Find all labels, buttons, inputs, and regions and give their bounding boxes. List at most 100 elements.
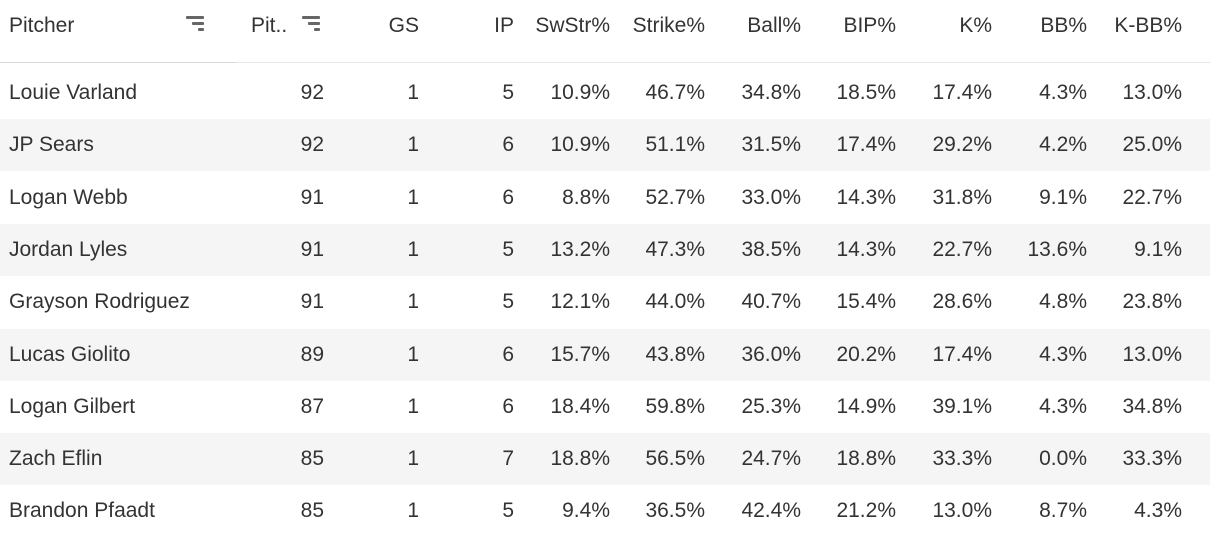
cell-strike: 44.0% [645, 290, 705, 314]
cell-bb: 13.6% [1027, 237, 1087, 261]
cell-swstr: 10.9% [550, 81, 610, 104]
cell-k: 17.4% [932, 81, 992, 104]
cell-gs: 1 [407, 133, 419, 157]
cell-strike: 43.8% [645, 342, 705, 366]
cell-k: 31.8% [932, 185, 992, 209]
cell-swstr: 12.1% [550, 290, 610, 314]
sort-icon[interactable] [302, 14, 322, 34]
cell-bip: 14.9% [836, 394, 896, 418]
cell-swstr: 18.8% [550, 447, 610, 471]
cell-gs: 1 [407, 185, 419, 209]
table-row[interactable]: Logan Webb 91 1 6 8.8% 52.7% 33.0% 14.3% 31.8% 9.… [0, 172, 1210, 224]
table-row[interactable]: Logan Gilbert 87 1 6 18.4% 59.8% 25.3% 14.9% 39.… [0, 381, 1210, 433]
cell-bb: 4.3% [1039, 342, 1087, 366]
table-row[interactable]: Zach Eflin 85 1 7 18.8% 56.5% 24.7% 18.8% 33.3% 0… [0, 433, 1210, 486]
table-row[interactable]: Lucas Giolito 89 1 6 15.7% 43.8% 36.0% 20.2% 17.… [0, 328, 1210, 381]
cell-bip: 18.5% [836, 81, 896, 104]
table-row[interactable]: Brandon Pfaadt 85 1 5 9.4% 36.5% 42.4% 21.2% 13.… [0, 485, 1210, 537]
column-header-ball[interactable]: Ball% [747, 14, 801, 37]
cell-pitches: 91 [300, 185, 324, 209]
column-header-swstr[interactable]: SwStr% [535, 14, 610, 37]
cell-ball: 31.5% [741, 133, 801, 157]
cell-strike: 56.5% [645, 447, 705, 471]
cell-bip: 14.3% [836, 237, 896, 261]
cell-bb: 0.0% [1039, 447, 1087, 471]
cell-ip: 7 [502, 447, 514, 471]
column-header-gs[interactable]: GS [388, 14, 419, 37]
cell-strike: 51.1% [645, 133, 705, 157]
cell-swstr: 9.4% [562, 499, 610, 523]
cell-bb: 4.2% [1039, 133, 1087, 157]
cell-ball: 38.5% [741, 237, 801, 261]
pitcher-name: Grayson Rodriguez [9, 290, 190, 314]
cell-bip: 20.2% [836, 342, 896, 366]
cell-kbb: 13.0% [1122, 342, 1182, 366]
cell-bb: 8.7% [1039, 499, 1087, 523]
cell-k: 13.0% [932, 499, 992, 523]
cell-gs: 1 [407, 81, 419, 104]
cell-swstr: 10.9% [550, 133, 610, 157]
cell-pitches: 89 [300, 342, 324, 366]
cell-pitches: 91 [300, 237, 324, 261]
table-row[interactable]: Grayson Rodriguez 91 1 5 12.1% 44.0% 40.7% 15.4… [0, 276, 1210, 328]
cell-ball: 34.8% [741, 81, 801, 104]
cell-pitches: 92 [300, 133, 324, 157]
table-row[interactable]: Jordan Lyles 91 1 5 13.2% 47.3% 38.5% 14.3% 22.7… [0, 223, 1210, 276]
sort-icon[interactable] [186, 14, 206, 34]
cell-ball: 25.3% [741, 394, 801, 418]
cell-ip: 6 [502, 394, 514, 418]
column-header-strike[interactable]: Strike% [632, 14, 705, 37]
cell-pitches: 92 [300, 81, 324, 104]
pitcher-name: Jordan Lyles [9, 237, 128, 261]
column-header-bip[interactable]: BIP% [843, 14, 896, 37]
pitcher-name: Zach Eflin [9, 447, 103, 471]
cell-kbb: 22.7% [1122, 185, 1182, 209]
cell-pitches: 85 [300, 499, 324, 523]
cell-bb: 4.8% [1039, 290, 1087, 314]
column-header-k[interactable]: K% [959, 14, 992, 37]
pitcher-name: JP Sears [9, 133, 94, 157]
cell-kbb: 4.3% [1134, 499, 1182, 523]
table-header: Pitcher Pit.. GS IP SwStr% Strike% Ball%… [0, 0, 1210, 63]
table-row[interactable]: Louie Varland 92 1 5 10.9% 46.7% 34.8% 18.5% 17.… [0, 67, 1210, 119]
cell-bip: 14.3% [836, 185, 896, 209]
cell-ball: 42.4% [741, 499, 801, 523]
cell-ip: 5 [502, 499, 514, 523]
cell-gs: 1 [407, 290, 419, 314]
cell-bip: 15.4% [836, 290, 896, 314]
cell-ip: 6 [502, 133, 514, 157]
column-header-bb[interactable]: BB% [1040, 14, 1087, 37]
cell-pitches: 91 [300, 290, 324, 314]
column-header-pitcher[interactable]: Pitcher [9, 14, 75, 37]
column-header-pitches[interactable]: Pit.. [251, 14, 288, 37]
cell-gs: 1 [407, 237, 419, 261]
cell-kbb: 34.8% [1122, 394, 1182, 418]
cell-gs: 1 [407, 342, 419, 366]
cell-swstr: 15.7% [550, 342, 610, 366]
cell-kbb: 9.1% [1134, 237, 1182, 261]
header-divider [0, 62, 236, 63]
cell-ip: 5 [502, 237, 514, 261]
column-header-ip[interactable]: IP [494, 14, 514, 37]
cell-gs: 1 [407, 394, 419, 418]
cell-ball: 36.0% [741, 342, 801, 366]
column-header-kbb[interactable]: K-BB% [1114, 14, 1182, 37]
cell-swstr: 8.8% [562, 185, 610, 209]
cell-k: 28.6% [932, 290, 992, 314]
cell-strike: 46.7% [645, 81, 705, 104]
cell-kbb: 33.3% [1122, 447, 1182, 471]
cell-ip: 5 [502, 290, 514, 314]
cell-ip: 6 [502, 185, 514, 209]
cell-ip: 6 [502, 342, 514, 366]
cell-swstr: 18.4% [550, 394, 610, 418]
pitcher-name: Logan Gilbert [9, 394, 136, 418]
cell-gs: 1 [407, 447, 419, 471]
cell-bip: 18.8% [836, 447, 896, 471]
pitcher-name: Louie Varland [9, 81, 138, 104]
table-row[interactable]: JP Sears 92 1 6 10.9% 51.1% 31.5% 17.4% 29.2% 4.2… [0, 119, 1210, 172]
pitcher-name: Brandon Pfaadt [9, 499, 155, 523]
cell-ball: 40.7% [741, 290, 801, 314]
cell-k: 33.3% [932, 447, 992, 471]
cell-strike: 36.5% [645, 499, 705, 523]
cell-bb: 4.3% [1039, 81, 1087, 104]
